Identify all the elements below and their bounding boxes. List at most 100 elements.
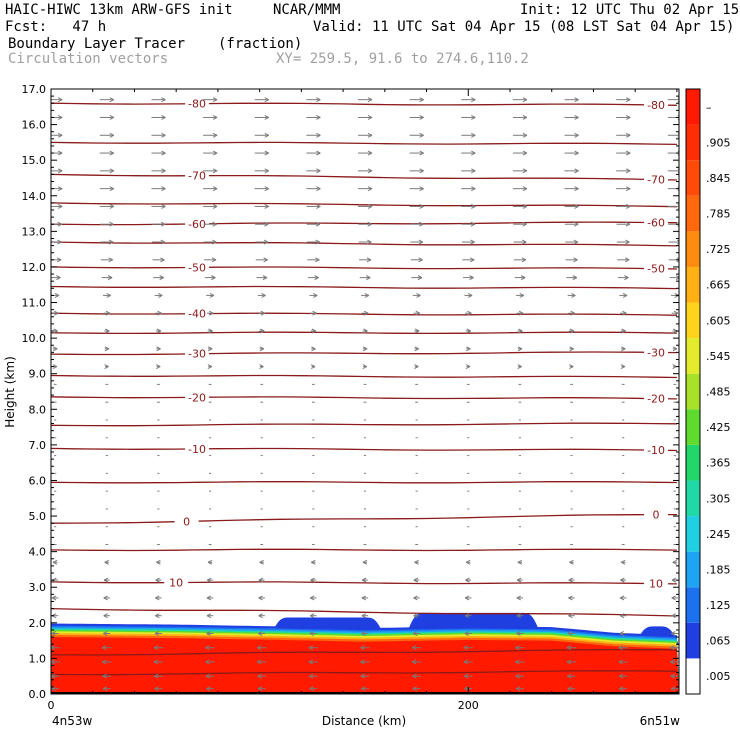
vector-arrow [99, 150, 115, 156]
vector-arrow [256, 645, 267, 651]
vector-head [51, 631, 56, 636]
vector-arrow [360, 686, 369, 692]
vector-arrow [412, 673, 421, 679]
vector-arrow [361, 577, 368, 583]
colorbar-label: .605 [706, 314, 731, 327]
vector-head [567, 673, 572, 679]
vector-arrow [311, 346, 316, 352]
contour-line-6 [51, 266, 677, 270]
vector-arrow [463, 275, 474, 281]
vector-arrow [619, 292, 628, 298]
vector-head [470, 257, 475, 263]
vector-head [157, 310, 162, 316]
vector-arrow [517, 559, 523, 565]
vector-arrow [310, 364, 316, 370]
vector-arrow [51, 150, 63, 156]
valid-time: Valid: 11 UTC Sat 04 Apr 15 (08 LST Sat … [313, 19, 735, 35]
vector-arrow [203, 168, 218, 174]
vector-head [520, 275, 526, 281]
vector-arrow [616, 115, 631, 120]
vector-arrow [102, 673, 112, 679]
vector-head [262, 275, 268, 281]
vector-arrow [257, 686, 266, 692]
y-tick-label: 15.0 [22, 154, 47, 167]
vector-arrow [99, 97, 115, 103]
vector-head [315, 221, 321, 227]
vector-arrow [670, 673, 679, 679]
vector-head [670, 686, 676, 692]
plot-frame [50, 88, 680, 695]
x-tick-label: 200 [458, 699, 479, 712]
vector-arrow [566, 275, 578, 281]
vector-head [212, 203, 218, 209]
vector-head [109, 168, 115, 174]
y-tick-label: 4.0 [29, 546, 47, 559]
vector-head [104, 364, 109, 370]
vector-arrow [461, 132, 476, 138]
vector-arrow [413, 595, 420, 601]
vector-arrow [104, 559, 109, 565]
vector-head [263, 239, 269, 245]
vector-arrow [254, 150, 269, 156]
vector-head [212, 132, 218, 138]
vector-arrow [668, 221, 679, 227]
vector-arrow [620, 559, 626, 565]
vector-head [625, 221, 631, 227]
vector-head [57, 203, 63, 209]
vector-arrow [411, 645, 422, 651]
vector-head [160, 221, 166, 227]
vector-head [103, 595, 108, 601]
vector-arrow [51, 221, 63, 227]
contour-line-20 [51, 648, 677, 656]
vector-arrow [103, 310, 111, 316]
vector-arrow [52, 310, 59, 316]
vector-arrow [52, 364, 58, 370]
vector-arrow [564, 186, 579, 192]
vector-arrow [412, 631, 421, 636]
vector-head [208, 328, 213, 334]
tracer-band-8 [51, 637, 679, 694]
vector-arrow [361, 292, 370, 298]
vector-head [574, 186, 579, 192]
colorbar-swatch [686, 658, 700, 694]
vector-arrow [564, 168, 579, 174]
vector-arrow [412, 686, 421, 692]
vector-head [155, 364, 161, 370]
vector-head [574, 115, 579, 120]
vector-arrow [308, 275, 319, 281]
vector-head [569, 364, 574, 370]
vector-head [671, 595, 676, 601]
x-tick-label: 0 [48, 699, 55, 712]
vector-arrow [465, 559, 471, 565]
vector-arrow [155, 364, 161, 370]
vector-arrow [306, 221, 321, 227]
vector-arrow [465, 364, 471, 370]
vector-head [572, 275, 578, 281]
vector-arrow [255, 239, 269, 245]
vector-arrow [258, 577, 265, 583]
vector-arrow [669, 275, 679, 281]
vector-head [621, 346, 626, 352]
vector-head [516, 595, 521, 601]
vector-head [522, 203, 528, 209]
vector-arrow [515, 645, 525, 651]
colorbar-label: .785 [706, 208, 731, 221]
vector-arrow [51, 168, 63, 174]
vector-arrow [203, 150, 218, 156]
vector-head [414, 328, 420, 334]
vector-arrow [103, 595, 110, 601]
contour-label-16-0: 0 [183, 515, 190, 528]
vector-head [105, 328, 110, 334]
vector-head [471, 150, 476, 156]
vector-head [109, 132, 115, 138]
vector-arrow [206, 310, 214, 316]
vector-arrow [205, 659, 215, 665]
vector-head [57, 132, 63, 138]
contour-label-bg-2-0 [185, 169, 210, 182]
vector-arrow [409, 115, 424, 120]
vector-arrow [515, 659, 525, 665]
contour-line-15 [51, 481, 677, 484]
vector-arrow [512, 186, 528, 192]
vector-head [316, 203, 321, 209]
